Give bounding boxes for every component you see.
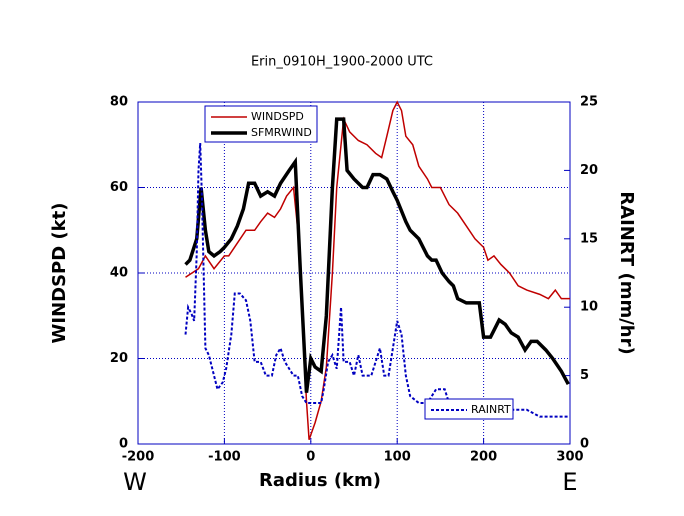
annotation: W (123, 468, 147, 496)
y2-tick-label: 25 (580, 95, 598, 110)
y-tick-label: 40 (110, 266, 128, 281)
x-tick-label: 0 (306, 450, 315, 465)
y-axis-label: WINDSPD (kt) (49, 203, 70, 344)
y2-tick-label: 10 (580, 300, 598, 315)
y2-tick-label: 5 (580, 368, 589, 383)
legend-label: WINDSPD (251, 110, 304, 123)
legend-label: SFMRWIND (251, 126, 312, 139)
y-tick-label: 80 (110, 95, 128, 110)
chart-title: Erin_0910H_1900-2000 UTC (251, 55, 433, 70)
y2-tick-label: 15 (580, 231, 598, 246)
legend-box (424, 398, 514, 420)
y-tick-label: 20 (110, 351, 128, 366)
plot-frame (137, 101, 571, 445)
x-tick-label: 300 (556, 450, 583, 465)
x-axis-label: Radius (km) (259, 470, 381, 491)
x-tick-label: -200 (122, 450, 155, 465)
legend-label: RAINRT (471, 403, 511, 416)
y-tick-label: 60 (110, 180, 128, 195)
series-line (184, 142, 570, 418)
series-line (184, 117, 570, 393)
y-tick-label: 0 (119, 437, 128, 452)
y2-tick-label: 0 (580, 437, 589, 452)
series-line (185, 100, 570, 440)
x-tick-label: 200 (470, 450, 497, 465)
x-tick-label: 100 (384, 450, 411, 465)
legend-box (204, 105, 318, 143)
annotation: E (562, 468, 577, 496)
y2-tick-label: 20 (580, 163, 598, 178)
x-tick-label: -100 (208, 450, 241, 465)
y2-axis-label: RAINRT (mm/hr) (616, 191, 637, 354)
